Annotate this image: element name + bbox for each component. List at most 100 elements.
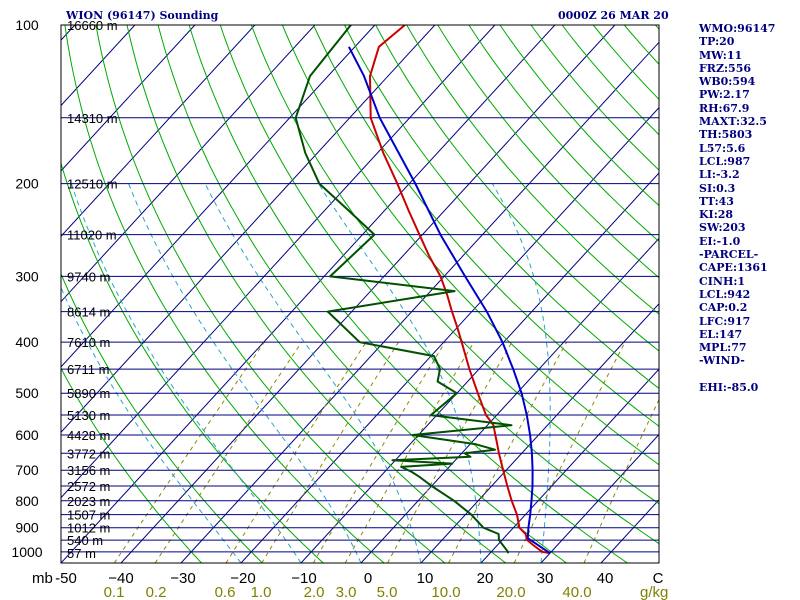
height-label: 57 m bbox=[67, 546, 96, 561]
height-label: 16660 m bbox=[67, 18, 118, 33]
mixing-ratio-line bbox=[583, 398, 659, 563]
isotherm-line bbox=[61, 25, 256, 237]
index-item: MPL:77 bbox=[699, 341, 747, 355]
dry-adiabat-line bbox=[313, 25, 659, 427]
mixing-ratio-tick-label: 3.0 bbox=[336, 584, 357, 600]
temperature-tick-label: −40 bbox=[108, 570, 133, 587]
index-item: RH:67.9 bbox=[699, 101, 750, 115]
temperature-tick-label: 40 bbox=[597, 570, 614, 587]
pressure-tick-label: 300 bbox=[15, 268, 39, 284]
index-item bbox=[699, 368, 799, 381]
dry-adiabat-line bbox=[281, 25, 659, 466]
mixing-ratio-line bbox=[154, 341, 303, 563]
isotherm-line bbox=[61, 25, 76, 41]
height-label: 12510 m bbox=[67, 177, 118, 192]
dry-adiabat-line bbox=[250, 25, 659, 505]
isotherm-line bbox=[240, 106, 659, 563]
moist-adiabat-line bbox=[491, 183, 551, 563]
temperature-tick-label: 0 bbox=[364, 570, 372, 587]
dry-adiabat-line bbox=[157, 25, 567, 563]
dry-adiabat-line bbox=[561, 25, 659, 136]
mixing-ratio-unit-label: g/kg bbox=[640, 584, 668, 600]
mixing-ratio-tick-label: 20.0 bbox=[496, 584, 525, 600]
dry-adiabat-line bbox=[375, 25, 659, 352]
isotherm-line bbox=[61, 25, 196, 172]
index-item: SW:203 bbox=[699, 221, 746, 235]
height-label: 3772 m bbox=[67, 446, 110, 461]
mixing-ratio-line bbox=[225, 341, 367, 563]
pressure-unit-label: mb bbox=[32, 570, 53, 587]
index-item: -WIND- bbox=[699, 354, 745, 368]
mixing-ratio-tick-label: 0.2 bbox=[146, 584, 167, 600]
mixing-ratio-tick-label: 0.1 bbox=[104, 584, 125, 600]
isotherm-line bbox=[540, 433, 659, 563]
height-label: 14310 m bbox=[67, 111, 118, 126]
mixing-ratio-line bbox=[513, 341, 626, 563]
dry-adiabat-line bbox=[64, 25, 385, 563]
index-item: WMO:96147 bbox=[699, 22, 776, 35]
isotherm-line bbox=[0, 25, 15, 563]
pressure-tick-label: 500 bbox=[15, 385, 39, 401]
dry-adiabat-line bbox=[344, 25, 659, 389]
height-label: 540 m bbox=[67, 533, 103, 548]
temperature-tick-label: −20 bbox=[230, 570, 255, 587]
dry-adiabat-line bbox=[188, 25, 628, 563]
dry-adiabat-line bbox=[468, 25, 659, 243]
temperature-tick-label: -50 bbox=[55, 570, 77, 587]
height-label: 5130 m bbox=[67, 408, 110, 423]
index-item: TT:43 bbox=[699, 194, 734, 208]
temperature-tick-label: 20 bbox=[477, 570, 494, 587]
mixing-ratio-tick-label: 1.0 bbox=[251, 584, 272, 600]
index-item: LCL:987 bbox=[699, 154, 751, 168]
isotherm-line bbox=[180, 41, 659, 563]
dry-adiabat-line bbox=[95, 25, 446, 563]
dry-adiabat-line bbox=[499, 25, 659, 207]
index-item: EHI:-85.0 bbox=[699, 381, 759, 395]
index-item: CINH:1 bbox=[699, 274, 746, 288]
index-item: MW:11 bbox=[699, 48, 743, 62]
dry-adiabat-line bbox=[61, 272, 263, 563]
dry-adiabat-line bbox=[530, 25, 659, 171]
index-item: TP:20 bbox=[699, 35, 735, 49]
height-label: 6711 m bbox=[67, 362, 109, 377]
index-item: TH:5803 bbox=[699, 128, 753, 142]
temperature-tick-label: −10 bbox=[291, 570, 316, 587]
mixing-ratio-tick-label: 2.0 bbox=[304, 584, 325, 600]
isotherm-line bbox=[120, 25, 616, 563]
moist-adiabat-line bbox=[70, 183, 302, 563]
dry-adiabat-line bbox=[219, 25, 659, 545]
temperature-tick-label: 10 bbox=[417, 570, 434, 587]
temperature-tick-label: 30 bbox=[537, 570, 554, 587]
height-label: 2572 m bbox=[67, 479, 110, 494]
height-label: 4428 m bbox=[67, 428, 110, 443]
mixing-ratio-tick-label: 0.6 bbox=[215, 584, 236, 600]
sounding-time: 0000Z 26 MAR 20 bbox=[558, 9, 669, 22]
height-label: 2023 m bbox=[67, 494, 110, 509]
parcel-profile-line bbox=[348, 46, 551, 555]
pressure-tick-label: 900 bbox=[15, 520, 39, 536]
index-item: EL:147 bbox=[699, 327, 743, 341]
index-item: LCL:942 bbox=[699, 287, 751, 301]
pressure-tick-label: 600 bbox=[15, 427, 39, 443]
mixing-ratio-tick-label: 5.0 bbox=[377, 584, 398, 600]
isotherm-line bbox=[61, 25, 376, 368]
index-item: -PARCEL- bbox=[699, 248, 759, 262]
height-label: 8614 m bbox=[67, 305, 110, 320]
height-label: 1507 m bbox=[67, 508, 110, 523]
mixing-ratio-tick-label: 40.0 bbox=[562, 584, 591, 600]
moist-adiabat-line bbox=[204, 183, 422, 563]
mixing-ratio-line bbox=[387, 341, 513, 563]
pressure-tick-label: 700 bbox=[15, 462, 39, 478]
dry-adiabat-line bbox=[406, 25, 659, 315]
index-item: FRZ:556 bbox=[699, 61, 752, 75]
pressure-tick-label: 1000 bbox=[11, 544, 42, 560]
dry-adiabat-line bbox=[126, 25, 507, 563]
index-item: CAPE:1361 bbox=[699, 261, 768, 275]
height-label: 3156 m bbox=[67, 463, 110, 478]
index-item: KI:28 bbox=[699, 208, 734, 222]
index-item: MAXT:32.5 bbox=[699, 115, 767, 129]
temperature-profile-line bbox=[369, 25, 551, 555]
index-panel: WMO:96147 TP:20 MW:11 FRZ:556 WB0:594 PW:2.17… bbox=[699, 22, 799, 394]
mixing-ratio-tick-label: 10.0 bbox=[431, 584, 460, 600]
